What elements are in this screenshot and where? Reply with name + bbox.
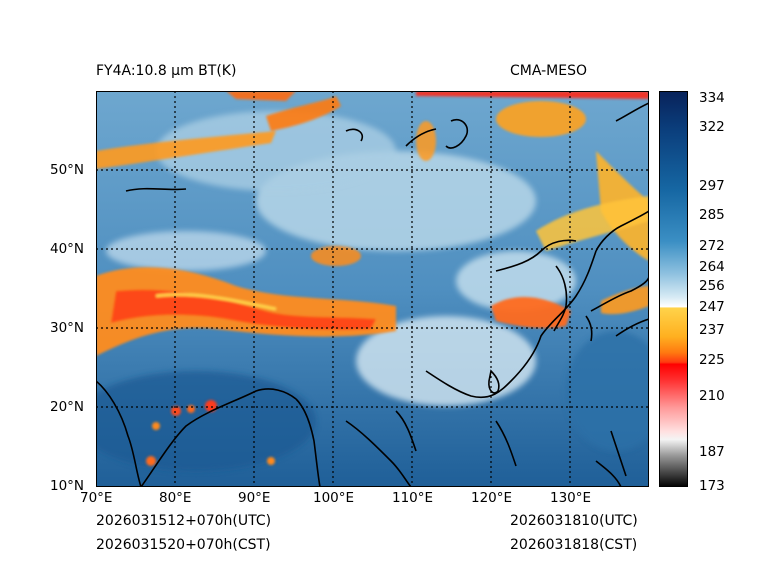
lon-tick: 80°E <box>159 490 192 506</box>
valid-time-cst: 2026031818(CST) <box>510 537 638 553</box>
init-time-cst: 2026031520+070h(CST) <box>96 537 271 553</box>
lon-tick: 130°E <box>550 490 592 506</box>
coastlines <box>96 102 649 487</box>
graticule <box>96 91 649 487</box>
colorbar-label: 187 <box>699 444 725 460</box>
map-frame <box>96 91 649 487</box>
colorbar-label: 297 <box>699 178 725 194</box>
cold-cloud-tops <box>96 91 649 466</box>
lat-tick: 20°N <box>50 399 85 415</box>
colorbar-label: 272 <box>699 238 725 254</box>
colorbar-label: 322 <box>699 119 725 135</box>
lon-tick: 70°E <box>80 490 113 506</box>
lat-tick: 40°N <box>50 241 85 257</box>
colorbar-label: 264 <box>699 259 725 275</box>
thin-cloud-layer <box>96 111 649 471</box>
valid-time-utc: 2026031810(UTC) <box>510 513 638 529</box>
lat-tick: 10°N <box>50 478 85 494</box>
init-time-utc: 2026031512+070h(UTC) <box>96 513 272 529</box>
model-label: CMA-MESO <box>510 63 588 79</box>
colorbar-label: 210 <box>699 388 725 404</box>
lon-tick: 120°E <box>471 490 513 506</box>
colorbar-label: 237 <box>699 322 725 338</box>
lon-tick: 110°E <box>392 490 434 506</box>
colorbar-label: 256 <box>699 278 725 294</box>
lon-tick: 90°E <box>238 490 271 506</box>
lat-tick: 30°N <box>50 320 85 336</box>
lon-tick: 100°E <box>313 490 355 506</box>
colorbar-label: 225 <box>699 352 725 368</box>
lat-tick: 50°N <box>50 162 85 178</box>
colorbar-label: 247 <box>699 299 725 315</box>
colorbar <box>659 91 688 487</box>
colorbar-label: 285 <box>699 207 725 223</box>
colorbar-label: 173 <box>699 478 725 494</box>
colorbar-label: 334 <box>699 90 725 106</box>
map-title: FY4A:10.8 µm BT(K) <box>96 63 237 79</box>
satellite-map <box>96 91 649 487</box>
